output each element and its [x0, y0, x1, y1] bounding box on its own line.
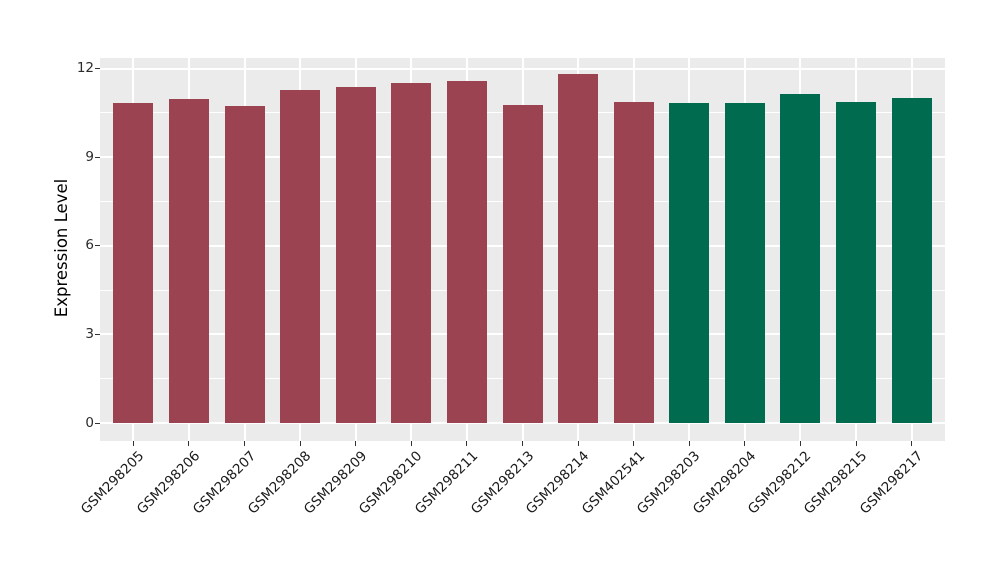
y-tick-mark: [95, 333, 100, 335]
y-tick-label-12: 12: [76, 60, 94, 77]
bar-GSM298206: [168, 99, 209, 423]
x-tick-mark: [299, 441, 301, 446]
bar-GSM298217: [891, 97, 932, 423]
y-tick-label-3: 3: [85, 325, 94, 342]
bar-GSM298215: [836, 101, 877, 423]
bar-GSM298205: [113, 102, 154, 423]
x-tick-mark: [132, 441, 134, 446]
bar-GSM298210: [391, 83, 432, 423]
x-tick-mark: [911, 441, 913, 446]
y-tick-label-9: 9: [85, 148, 94, 165]
x-tick-mark: [188, 441, 190, 446]
y-tick-mark: [95, 422, 100, 424]
bar-GSM298211: [446, 80, 487, 423]
bar-GSM298212: [780, 93, 821, 423]
bar-GSM298214: [558, 73, 599, 423]
bar-GSM298213: [502, 104, 543, 423]
x-tick-mark: [522, 441, 523, 446]
x-tick-mark: [744, 441, 746, 446]
x-tick-mark: [244, 441, 246, 446]
x-tick-mark: [799, 441, 801, 446]
bar-GSM298204: [724, 102, 765, 423]
x-tick-mark: [688, 441, 690, 446]
x-tick-mark: [466, 441, 468, 446]
bar-GSM402541: [613, 101, 654, 423]
x-tick-mark: [355, 441, 357, 446]
bar-GSM298203: [669, 102, 710, 423]
x-tick-mark: [855, 441, 857, 446]
plot-panel: [100, 58, 945, 441]
x-tick-mark: [410, 441, 412, 446]
x-tick-mark: [577, 441, 579, 446]
y-tick-mark: [95, 156, 100, 158]
bar-GSM298209: [335, 86, 376, 423]
y-tick-label-0: 0: [85, 414, 94, 431]
bar-GSM298207: [224, 105, 265, 423]
y-tick-mark: [95, 245, 100, 247]
x-tick-mark: [633, 441, 635, 446]
y-tick-mark: [95, 68, 100, 70]
bar-GSM298208: [280, 89, 321, 423]
y-tick-label-6: 6: [85, 237, 94, 254]
